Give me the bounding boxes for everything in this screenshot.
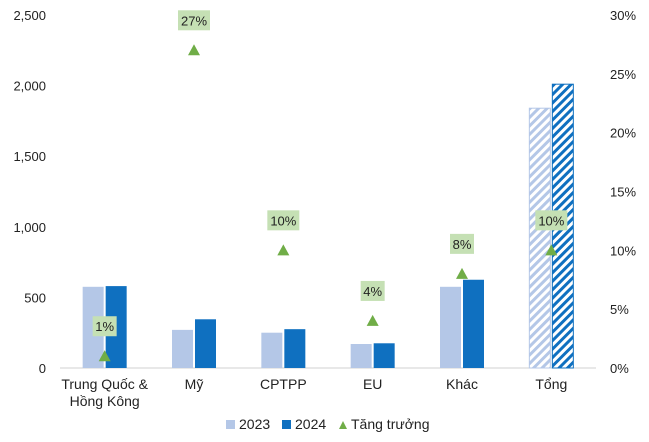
category-label: Mỹ (185, 376, 204, 392)
legend-swatch-2023 (226, 420, 235, 429)
left-axis-tick-label: 2,500 (13, 8, 46, 23)
growth-marker (545, 244, 558, 256)
category-label: Hồng Kông (70, 393, 140, 409)
bar-2024 (195, 319, 216, 368)
growth-marker-group: 1% 27% 10% 4% 8% 10% (92, 10, 568, 362)
bar-series-group (82, 83, 574, 369)
bar-2024 (284, 329, 306, 368)
left-y-axis: 0 500 1,000 1,500 2,000 2,500 (13, 8, 46, 376)
growth-data-label: 4% (363, 284, 382, 299)
right-y-axis: 0% 5% 10% 15% 20% 25% 30% (610, 8, 636, 376)
chart-legend: 2023 2024 Tăng trưởng (226, 416, 429, 432)
legend-label-growth: Tăng trưởng (351, 416, 429, 432)
growth-label-bg (360, 280, 385, 301)
growth-data-label: 1% (95, 319, 114, 334)
left-axis-tick-label: 1,500 (13, 149, 46, 164)
bar-2023 (440, 286, 461, 368)
left-axis-tick-label: 1,000 (13, 220, 46, 235)
right-axis-tick-label: 15% (610, 185, 636, 200)
category-labels: Trung Quốc &Hồng Kông Mỹ CPTPP EU Khác Tổng (61, 376, 567, 409)
category-label: Tổng (535, 376, 567, 392)
growth-marker (366, 314, 379, 326)
category-label: Trung Quốc & (61, 376, 148, 392)
bar-2024 (373, 343, 395, 368)
growth-label-bg (178, 10, 210, 31)
growth-label-bg (92, 316, 117, 337)
growth-marker (277, 244, 290, 256)
bar-2023 (528, 107, 551, 369)
right-axis-tick-label: 10% (610, 243, 636, 258)
left-axis-tick-label: 500 (24, 290, 46, 305)
category-label: CPTPP (260, 376, 307, 392)
growth-label-bg (535, 210, 568, 231)
growth-marker (456, 267, 468, 279)
category-label: Khác (446, 376, 478, 392)
legend-marker-growth (339, 421, 347, 429)
legend-swatch-2024 (282, 420, 291, 429)
right-axis-tick-label: 25% (610, 67, 636, 82)
growth-label-bg (450, 233, 474, 254)
growth-data-label: 10% (270, 213, 296, 228)
right-axis-tick-label: 0% (610, 361, 629, 376)
bar-2024 (463, 279, 484, 368)
growth-label-bg (267, 210, 300, 231)
right-axis-tick-label: 5% (610, 302, 629, 317)
left-axis-tick-label: 0 (39, 361, 46, 376)
right-axis-tick-label: 30% (610, 8, 636, 23)
legend-label-2023: 2023 (239, 416, 270, 432)
growth-marker (188, 44, 200, 56)
bar-2023 (350, 343, 372, 368)
growth-data-label: 8% (453, 237, 472, 252)
bar-2023 (261, 332, 283, 368)
growth-marker (98, 350, 111, 362)
legend-label-2024: 2024 (295, 416, 326, 432)
left-axis-tick-label: 2,000 (13, 79, 46, 94)
growth-data-label: 10% (538, 213, 564, 228)
right-axis-tick-label: 20% (610, 126, 636, 141)
bar-2023 (172, 329, 193, 368)
growth-data-label: 27% (181, 13, 207, 28)
category-label: EU (363, 376, 382, 392)
